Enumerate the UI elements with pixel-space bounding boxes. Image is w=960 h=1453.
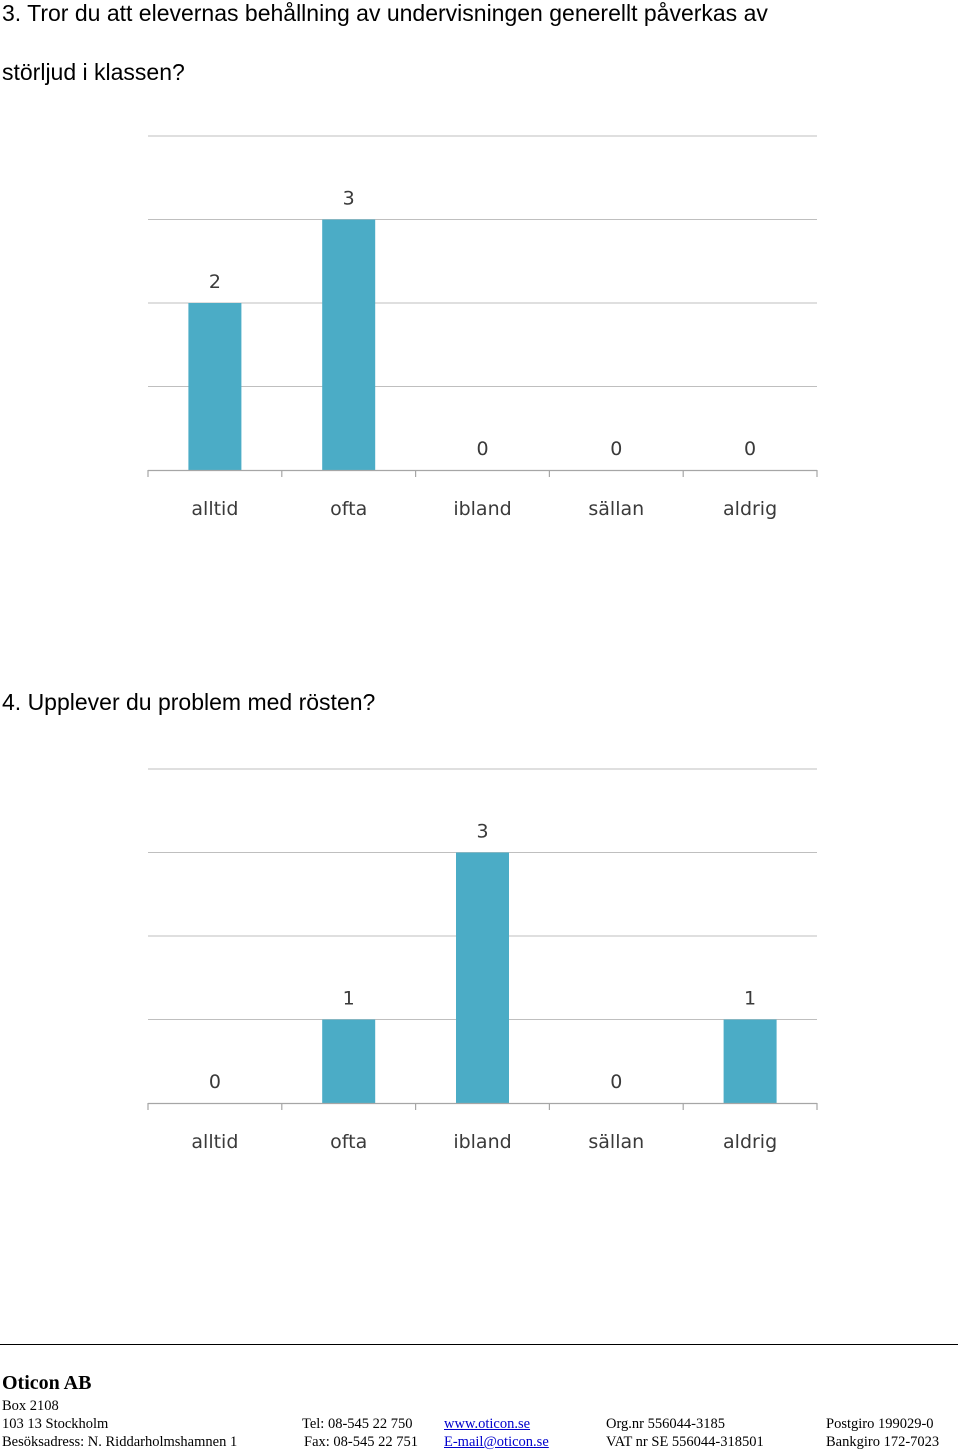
footer-postal-address: 103 13 Stockholm	[2, 1416, 109, 1432]
footer-phone: Tel: 08-545 22 750	[302, 1416, 413, 1432]
data-label: 2	[209, 271, 221, 293]
tick-label: ibland	[453, 498, 511, 520]
footer-box: Box 2108	[2, 1398, 59, 1414]
footer-website-link[interactable]: www.oticon.se	[444, 1416, 531, 1432]
tick-label: aldrig	[723, 498, 777, 520]
question-4-title: 4. Upplever du problem med rösten?	[2, 689, 376, 715]
data-label: 3	[343, 188, 355, 210]
footer-divider	[0, 1344, 958, 1345]
footer-bankgiro: Bankgiro 172-7023	[826, 1434, 940, 1450]
question-3-title-line-1: 3. Tror du att elevernas behållning av u…	[2, 0, 768, 26]
tick-label: ofta	[330, 1131, 367, 1153]
bar-ofta	[322, 1019, 376, 1103]
data-label: 0	[476, 438, 488, 460]
tick-label: ibland	[453, 1131, 511, 1153]
footer-vat-number: VAT nr SE 556044-318501	[606, 1434, 764, 1450]
tick-label: ofta	[330, 498, 367, 520]
bar-aldrig	[723, 1019, 777, 1103]
data-label: 1	[343, 988, 355, 1010]
data-label: 0	[610, 1071, 622, 1093]
tick-label: alltid	[191, 1131, 238, 1153]
bar-ofta	[322, 219, 376, 470]
tick-label: aldrig	[723, 1131, 777, 1153]
tick-label: sällan	[588, 1131, 644, 1153]
data-label: 0	[209, 1071, 221, 1093]
tick-label: sällan	[588, 498, 644, 520]
bar-ibland	[456, 852, 509, 1103]
data-label: 3	[476, 821, 488, 843]
footer-visiting-address: Besöksadress: N. Riddarholmshamnen 1	[2, 1434, 238, 1450]
footer-postgiro: Postgiro 199029-0	[826, 1416, 934, 1432]
tick-label: alltid	[191, 498, 238, 520]
footer-email-link[interactable]: E-mail@oticon.se	[444, 1434, 549, 1450]
footer-company-name: Oticon AB	[2, 1372, 92, 1394]
data-label: 0	[610, 438, 622, 460]
question-3-bar-chart: 2 alltid 3 ofta 0 ibland 0 sällan 0 aldrig	[147, 135, 818, 520]
data-label: 1	[744, 988, 756, 1010]
data-label: 0	[744, 438, 756, 460]
footer-fax: Fax: 08-545 22 751	[304, 1434, 418, 1450]
bar-alltid	[188, 303, 242, 470]
question-3-title-line-2: störljud i klassen?	[2, 59, 185, 85]
question-4-bar-chart: 0 alltid 1 ofta 3 ibland 0 sällan 1 aldrig	[147, 768, 818, 1153]
footer-org-number: Org.nr 556044-3185	[606, 1416, 725, 1432]
